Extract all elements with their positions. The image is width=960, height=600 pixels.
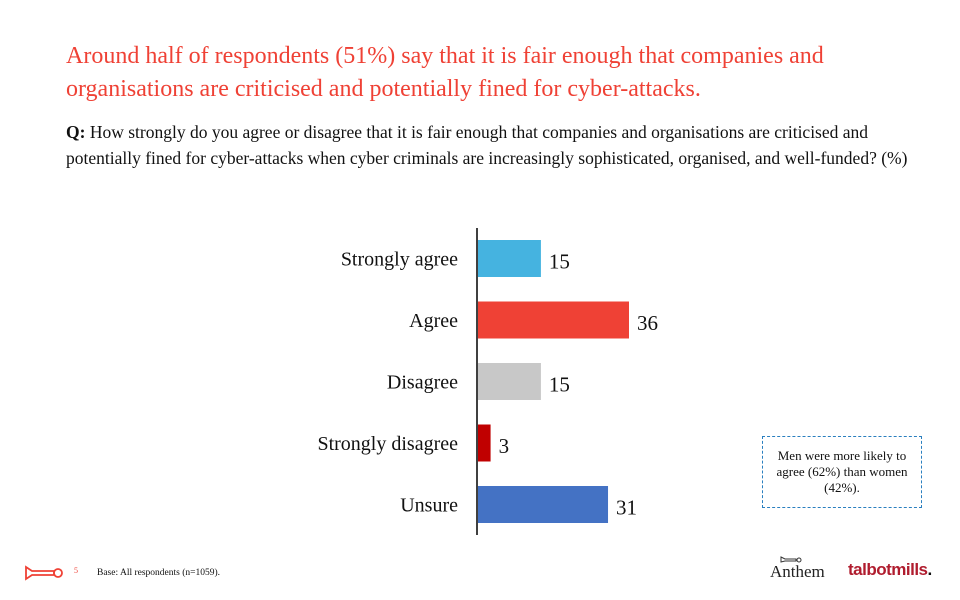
question-text: Q: How strongly do you agree or disagree… [66, 119, 936, 171]
talbotmills-logo: talbotmills. [848, 560, 932, 580]
bar-disagree [478, 363, 541, 400]
bar-unsure [478, 486, 609, 523]
category-label-strongly-disagree: Strongly disagree [317, 433, 458, 455]
talbotmills-logo-text: talbotmills [848, 560, 928, 579]
category-label-unsure: Unsure [400, 495, 458, 517]
category-label-disagree: Disagree [387, 372, 458, 394]
value-label-strongly-agree: 15 [549, 250, 570, 274]
bar-strongly-disagree [478, 424, 491, 462]
category-label-strongly-agree: Strongly agree [341, 249, 458, 271]
value-label-agree: 36 [637, 311, 658, 335]
question-prefix: Q: [66, 122, 86, 142]
gender-callout: Men were more likely to agree (62%) than… [762, 436, 922, 508]
value-label-unsure: 31 [616, 496, 637, 520]
bar-strongly-agree [478, 240, 541, 277]
talbotmills-logo-dot: . [927, 560, 933, 579]
value-label-disagree: 15 [549, 373, 570, 397]
anthem-logo: Anthem [770, 562, 825, 581]
bar-agree [478, 301, 629, 339]
value-label-strongly-disagree: 3 [499, 434, 510, 458]
page-number: 5 [74, 566, 78, 575]
trumpet-icon [25, 565, 63, 581]
category-label-agree: Agree [409, 310, 458, 332]
page-headline: Around half of respondents (51%) say tha… [66, 43, 824, 102]
base-note: Base: All respondents (n=1059). [97, 568, 221, 578]
anthem-trumpet-icon [780, 556, 802, 563]
question-body: How strongly do you agree or disagree th… [66, 122, 908, 168]
